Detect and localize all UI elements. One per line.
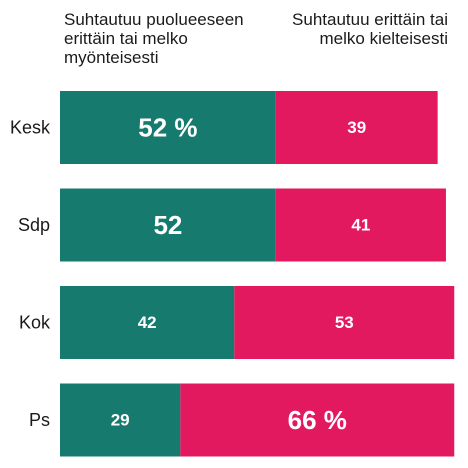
data-label-negative-ps: 66 %: [288, 405, 347, 435]
category-label-kesk: Kesk: [10, 118, 51, 138]
category-label-kok: Kok: [19, 313, 51, 333]
bar-negative-kok: [234, 286, 455, 359]
bar-negative-ps: [180, 383, 455, 457]
data-label-negative-kesk: 39: [347, 118, 366, 137]
data-label-positive-kok: 42: [138, 313, 157, 332]
bar-positive-kesk: [60, 91, 276, 164]
category-label-ps: Ps: [29, 410, 50, 430]
data-label-positive-ps: 29: [111, 411, 130, 430]
bar-positive-sdp: [60, 188, 276, 262]
legend-negative: Suhtautuu erittäin tai melko kielteisest…: [292, 10, 448, 48]
bar-positive-kok: [60, 286, 235, 359]
bar-positive-ps: [60, 383, 181, 457]
legend-positive: Suhtautuu puolueeseen erittäin tai melko…: [64, 10, 244, 67]
data-label-positive-kesk: 52 %: [138, 113, 197, 143]
bar-negative-kesk: [275, 91, 438, 164]
data-label-negative-kok: 53: [335, 313, 354, 332]
data-label-negative-sdp: 41: [351, 216, 370, 235]
bar-negative-sdp: [275, 188, 446, 262]
data-label-positive-sdp: 52: [153, 210, 182, 240]
category-label-sdp: Sdp: [18, 215, 50, 235]
